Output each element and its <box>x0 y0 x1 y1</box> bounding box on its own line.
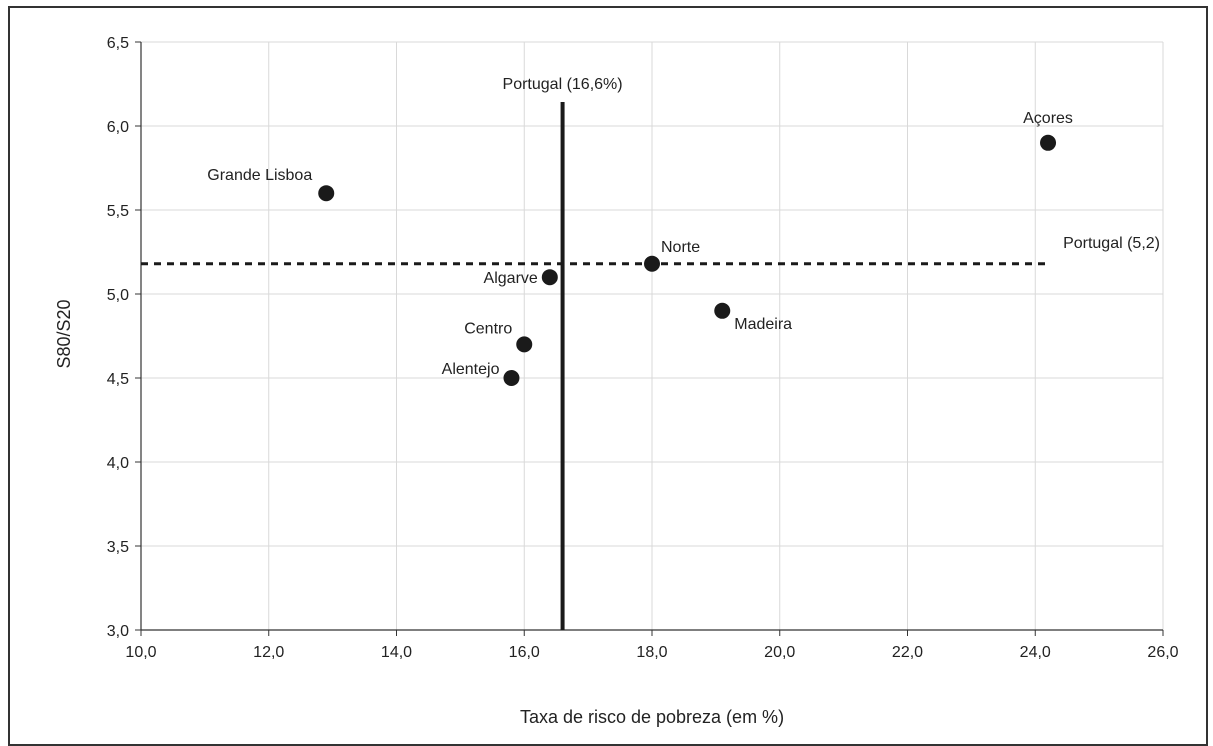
y-tick-label: 5,5 <box>107 203 129 220</box>
y-tick-label: 3,5 <box>107 539 129 556</box>
x-tick-label: 18,0 <box>636 644 667 661</box>
y-tick-label: 6,5 <box>107 35 129 52</box>
data-point-label: Grande Lisboa <box>207 167 312 184</box>
horizontal-reference-label: Portugal (5,2) <box>1063 235 1160 252</box>
reference-lines: Portugal (16,6%) Portugal (5,2) <box>141 76 1160 630</box>
data-points: Grande Lisboa Algarve Centro Alentejo Norte M… <box>207 110 1073 386</box>
data-point-algarve <box>541 269 558 286</box>
x-tick-label: 26,0 <box>1147 644 1178 661</box>
axes: 10,0 12,0 14,0 16,0 18,0 20,0 22,0 24,0 26,0 3,0 3… <box>107 35 1179 661</box>
data-point-label: Algarve <box>484 270 538 287</box>
data-point-label: Centro <box>464 320 512 337</box>
data-point-norte <box>644 255 660 272</box>
x-tick-label: 10,0 <box>125 644 156 661</box>
data-point-label: Alentejo <box>442 361 500 378</box>
data-point-label: Norte <box>661 239 700 256</box>
x-tick-label: 12,0 <box>253 644 284 661</box>
x-tick-label: 20,0 <box>764 644 795 661</box>
grid-lines <box>141 41 1164 630</box>
data-point-label: Madeira <box>734 316 792 333</box>
x-tick-label: 24,0 <box>1020 644 1051 661</box>
x-tick-label: 16,0 <box>509 644 540 661</box>
y-tick-label: 4,0 <box>107 455 129 472</box>
x-axis-title: Taxa de risco de pobreza (em %) <box>520 707 784 727</box>
vertical-reference-label: Portugal (16,6%) <box>503 76 623 93</box>
data-point-centro <box>516 336 533 353</box>
y-tick-label: 4,5 <box>107 371 129 388</box>
y-tick-label: 3,0 <box>107 623 129 640</box>
data-point-alentejo <box>503 370 520 386</box>
data-point-açores <box>1040 134 1057 151</box>
x-tick-label: 14,0 <box>381 644 412 661</box>
y-tick-label: 6,0 <box>107 119 129 136</box>
data-point-label: Açores <box>1023 110 1073 127</box>
data-point-grande-lisboa <box>318 185 335 202</box>
data-point-madeira <box>714 302 731 319</box>
chart-frame <box>8 6 1208 746</box>
y-tick-label: 5,0 <box>107 287 129 304</box>
y-axis-title: S80/S20 <box>54 299 74 368</box>
x-tick-label: 22,0 <box>892 644 923 661</box>
